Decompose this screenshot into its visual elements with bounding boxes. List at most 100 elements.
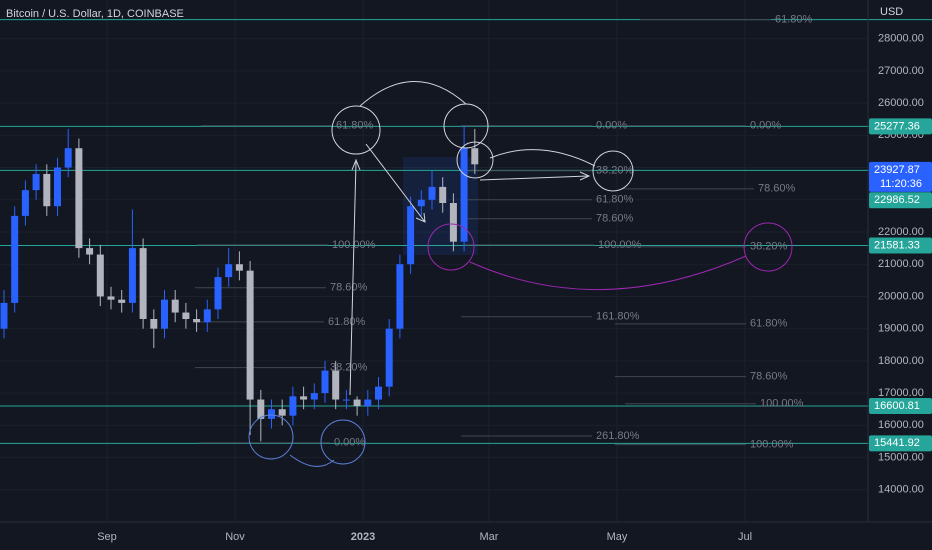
arc <box>359 81 467 107</box>
candle-body <box>203 309 211 323</box>
candle-body <box>193 319 201 323</box>
candle-body <box>139 248 147 319</box>
y-tick-label: 22000.00 <box>878 226 924 238</box>
candle-body <box>289 396 297 416</box>
candle-body <box>118 299 126 303</box>
price-tag <box>869 435 932 452</box>
x-tick-label: Nov <box>225 531 245 543</box>
fib-label: 78.60% <box>330 282 368 294</box>
price-tag-label: 15441.92 <box>874 437 920 449</box>
y-tick-label: 18000.00 <box>878 355 924 367</box>
price-tag-label: 16600.81 <box>874 400 920 412</box>
candle-body <box>43 174 51 207</box>
arrow <box>479 171 591 181</box>
candle-body <box>171 299 179 313</box>
candle-body <box>353 399 361 406</box>
candle-body <box>385 328 393 387</box>
candle-body <box>86 248 94 255</box>
candle-body <box>32 174 40 191</box>
circle <box>456 141 494 179</box>
fib-label: 38.20% <box>330 362 368 374</box>
arc <box>469 255 747 290</box>
candle-body <box>21 190 29 216</box>
circle <box>427 223 475 271</box>
fib-label: 100.00% <box>750 439 794 451</box>
candle-body <box>257 399 265 419</box>
arrow <box>365 143 426 223</box>
candle-body <box>300 396 308 400</box>
y-tick-label: 14000.00 <box>878 484 924 496</box>
fib-label: 38.20% <box>596 165 634 177</box>
candle-body <box>268 409 275 419</box>
fib-label: 61.80% <box>775 14 813 26</box>
candle-body <box>96 254 104 297</box>
fib-label: 61.80% <box>596 194 634 206</box>
circle <box>743 222 793 272</box>
currency: USD <box>880 6 903 18</box>
circle <box>248 414 294 460</box>
fib-label: 78.60% <box>596 213 634 225</box>
x-tick-label: Mar <box>480 531 499 543</box>
price-tag <box>869 237 932 254</box>
fib-label: 61.80% <box>750 318 788 330</box>
drawings <box>248 81 793 467</box>
price-tag-label: 23927.87 <box>874 164 920 176</box>
candle-body <box>407 206 415 265</box>
price-tag-label: 21581.33 <box>874 239 920 251</box>
y-tick-label: 15000.00 <box>878 451 924 463</box>
candle-body <box>449 203 457 242</box>
fib-label: 0.00% <box>334 437 365 449</box>
y-tick-label: 28000.00 <box>878 33 924 45</box>
circle <box>331 105 381 155</box>
price-tag <box>869 397 932 414</box>
candle-body <box>310 393 318 400</box>
fib-label: 261.80% <box>596 430 640 442</box>
y-tick-label: 16000.00 <box>878 419 924 431</box>
candle-body <box>64 148 72 168</box>
x-tick-label: Jul <box>738 531 752 543</box>
x-tick-label: 2023 <box>351 531 375 543</box>
price-tag-label: 22986.52 <box>874 194 920 206</box>
candle-body <box>417 199 425 207</box>
symbol-title: Bitcoin / U.S. Dollar, 1D, COINBASE <box>6 8 184 20</box>
candle-body <box>150 319 158 329</box>
candle-body <box>396 264 404 329</box>
candle-body <box>471 148 479 165</box>
y-tick-label: 17000.00 <box>878 387 924 399</box>
candle-body <box>54 167 61 207</box>
fib-label: 161.80% <box>596 311 640 323</box>
candle-body <box>439 186 447 203</box>
fib-label: 0.00% <box>596 120 627 132</box>
candle-body <box>428 186 436 200</box>
candle-body <box>11 215 19 303</box>
candle-body <box>0 302 8 329</box>
candle-body <box>375 386 382 400</box>
candle-body <box>75 148 83 249</box>
price-tag <box>869 192 932 209</box>
fib-label: 78.60% <box>758 183 796 195</box>
fib-labels: 61.80% 61.80% 0.00% 0.00% 38.20% 78.60% 61.80%… <box>193 14 813 451</box>
y-tick-label: 26000.00 <box>878 97 924 109</box>
y-tick-label: 27000.00 <box>878 65 924 77</box>
candles <box>0 125 479 442</box>
fib-label: 0.00% <box>750 120 781 132</box>
fib-label: 61.80% <box>336 120 374 132</box>
fib-label: 38.20% <box>750 241 788 253</box>
circle <box>320 419 366 465</box>
candle-body <box>460 148 468 242</box>
candle-body <box>364 399 372 406</box>
candle-body <box>161 299 168 329</box>
price-tag <box>869 161 932 192</box>
y-tick-label: 20000.00 <box>878 290 924 302</box>
y-tick-label: 19000.00 <box>878 323 924 335</box>
arrow <box>349 158 361 396</box>
x-tick-label: May <box>607 531 628 543</box>
fib-label: 61.80% <box>328 316 366 328</box>
fib-label: 78.60% <box>750 371 788 383</box>
x-tick-label: Sep <box>97 531 117 543</box>
candle-body <box>342 399 350 401</box>
candle-body <box>246 270 254 400</box>
arc <box>489 149 596 167</box>
